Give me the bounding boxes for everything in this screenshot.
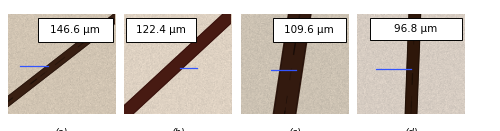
Text: 96.8 μm: 96.8 μm — [394, 24, 438, 34]
Polygon shape — [267, 0, 318, 131]
Polygon shape — [0, 3, 133, 125]
Text: 122.4 μm: 122.4 μm — [136, 25, 186, 35]
Text: 109.6 μm: 109.6 μm — [284, 25, 334, 35]
Polygon shape — [104, 0, 251, 131]
Text: (b): (b) — [171, 128, 184, 131]
FancyBboxPatch shape — [370, 18, 462, 40]
Polygon shape — [403, 0, 422, 131]
Text: 146.6 μm: 146.6 μm — [50, 25, 100, 35]
FancyBboxPatch shape — [126, 18, 196, 42]
Text: (c): (c) — [288, 128, 300, 131]
FancyBboxPatch shape — [38, 18, 113, 42]
FancyBboxPatch shape — [273, 18, 346, 42]
Text: (d): (d) — [404, 128, 417, 131]
Text: (a): (a) — [54, 128, 68, 131]
